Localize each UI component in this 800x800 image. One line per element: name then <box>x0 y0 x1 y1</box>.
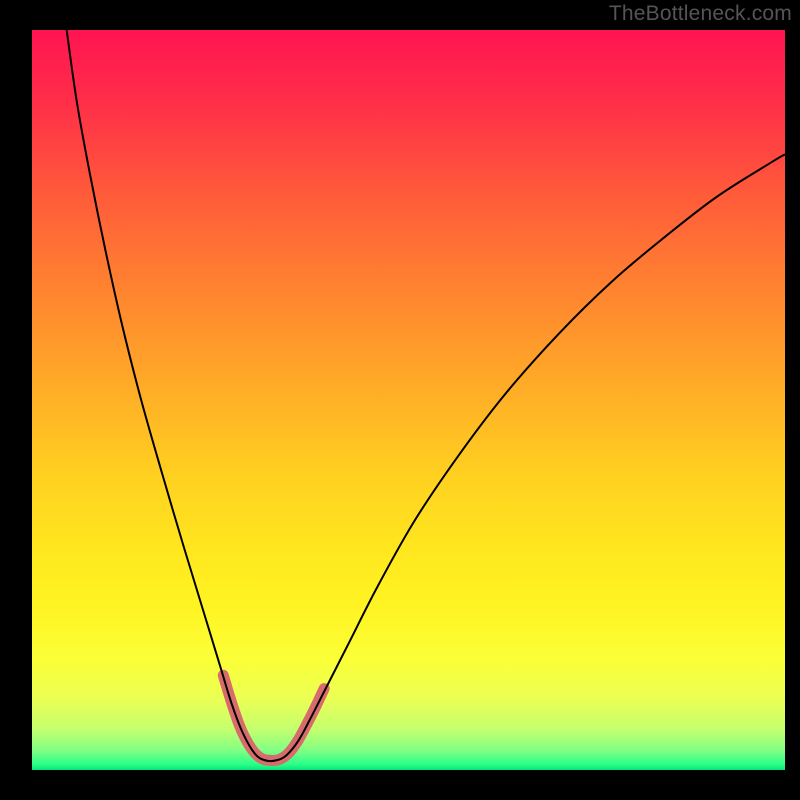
plot-area <box>32 30 785 770</box>
gradient-background <box>32 30 785 770</box>
chart-container: TheBottleneck.com <box>0 0 800 800</box>
watermark-text: TheBottleneck.com <box>609 2 792 26</box>
